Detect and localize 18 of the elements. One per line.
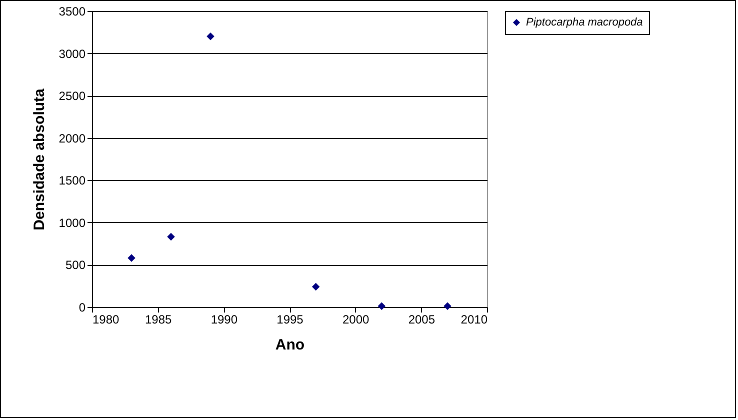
y-tick-label: 3000 [58, 46, 86, 61]
x-tick-label: 2005 [408, 312, 436, 326]
x-tick-label: 1980 [92, 312, 120, 326]
y-tick-label: 2500 [58, 89, 86, 104]
x-tick-label: 1990 [210, 312, 238, 326]
x-tick-label: 1985 [144, 312, 172, 326]
y-tick-label: 500 [65, 258, 86, 272]
y-tick-label: 0 [78, 300, 86, 314]
x-tick-label: 2000 [342, 312, 370, 326]
x-axis-title: Ano [275, 336, 305, 354]
x-tick-label: 1995 [276, 312, 304, 326]
y-tick-label: 2000 [58, 131, 86, 146]
y-axis-title: Densidade absoluta [30, 88, 48, 230]
x-tick-label: 2010 [460, 312, 488, 326]
y-tick-label: 1500 [58, 174, 86, 188]
y-tick-label: 3500 [58, 4, 86, 18]
legend-label: Piptocarpha macropoda [526, 16, 643, 28]
y-tick-label: 1000 [58, 216, 86, 230]
